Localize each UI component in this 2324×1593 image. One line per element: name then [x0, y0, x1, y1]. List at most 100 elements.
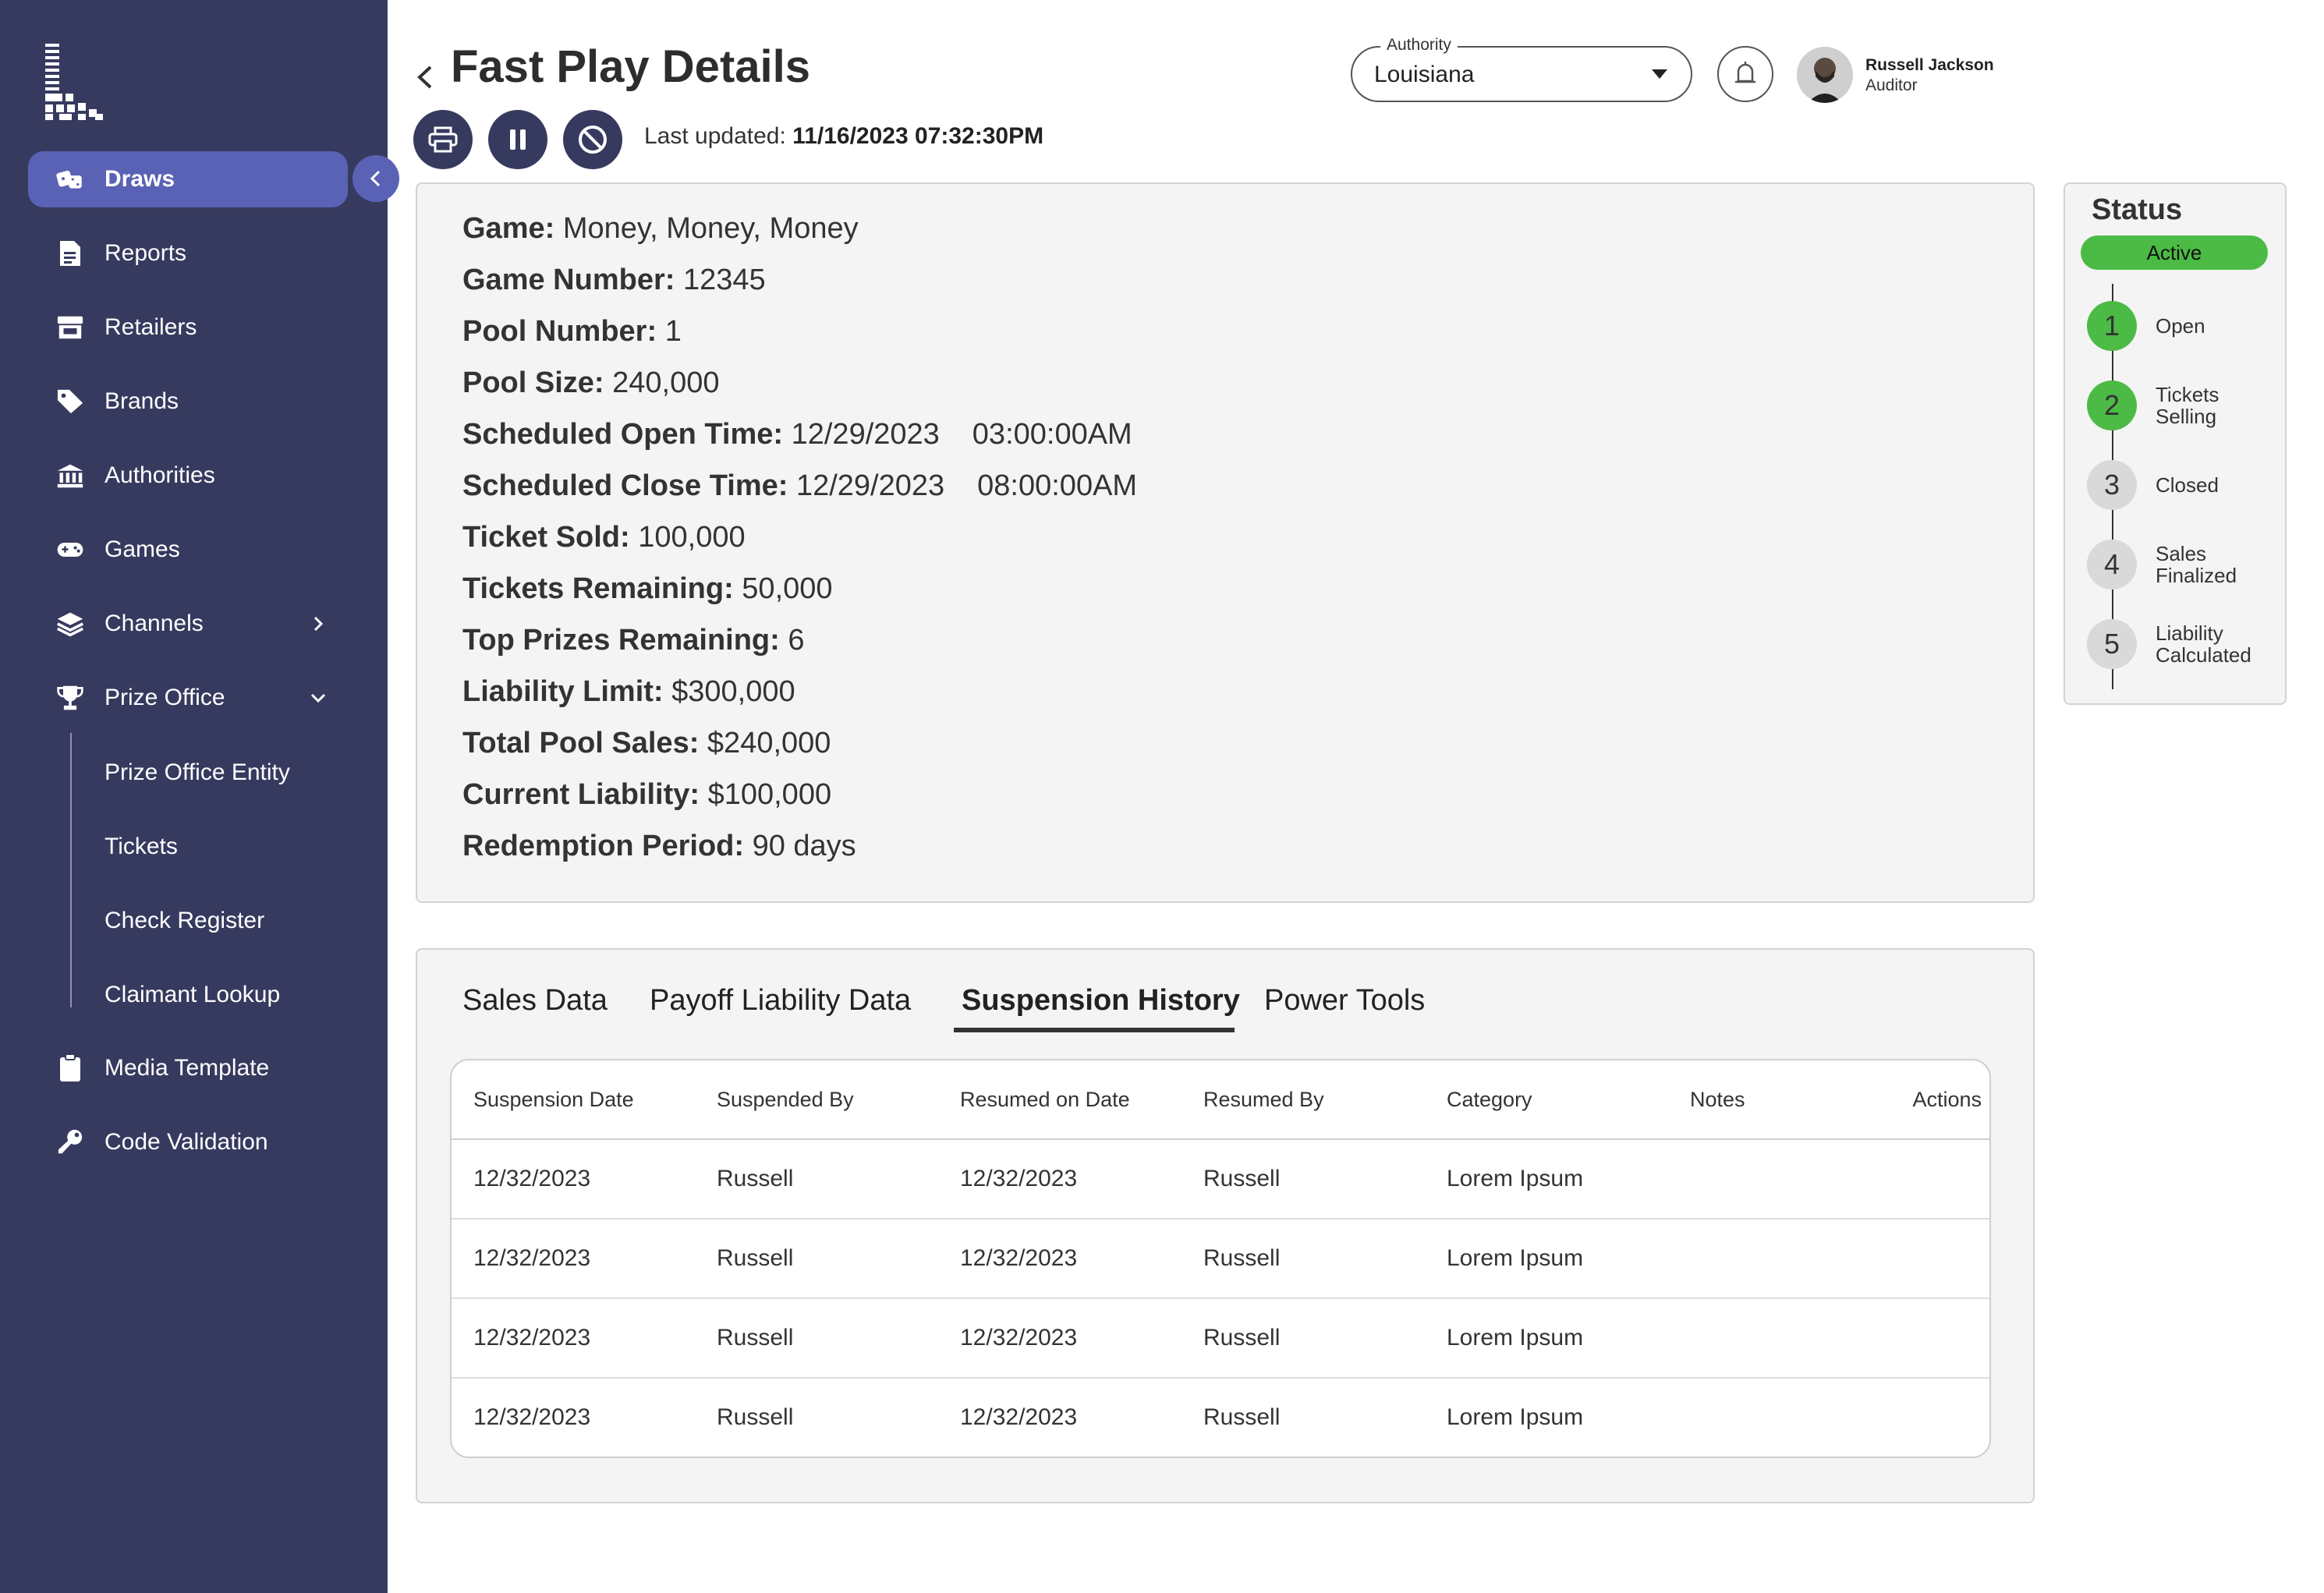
authority-legend: Authority — [1380, 36, 1458, 55]
avatar[interactable] — [1797, 47, 1853, 103]
table-cell: 12/32/2023 — [960, 1325, 1078, 1351]
tab-sales-data[interactable]: Sales Data — [462, 984, 608, 1017]
table-cell: 12/32/2023 — [473, 1166, 591, 1191]
status-step-circle: 3 — [2087, 460, 2137, 510]
nav-item-games[interactable]: Games — [28, 522, 348, 578]
nav-subitem-claimant-lookup[interactable]: Claimant Lookup — [105, 982, 281, 1007]
status-step-circle: 1 — [2087, 301, 2137, 351]
nav-item-channels[interactable]: Channels — [28, 596, 348, 652]
nav-label: Channels — [105, 611, 204, 636]
last-updated: Last updated: 11/16/2023 07:32:30PM — [644, 123, 1043, 150]
nav-subitem-prize-office-entity[interactable]: Prize Office Entity — [105, 759, 290, 785]
submenu-divider — [70, 733, 72, 1007]
table-cell: Russell — [717, 1404, 794, 1430]
nav-subitem-check-register[interactable]: Check Register — [105, 908, 265, 933]
layers-icon — [56, 610, 84, 638]
nav-item-prize-office[interactable]: Prize Office — [28, 670, 348, 726]
detail-game: Game: Money, Money, Money — [462, 212, 859, 245]
column-header: Actions — [1912, 1088, 1982, 1111]
print-button[interactable] — [413, 110, 473, 169]
detail-scheduled-close-time: Scheduled Close Time: 12/29/2023 08:00:00… — [462, 469, 1138, 502]
last-updated-label: Last updated: — [644, 123, 786, 149]
printer-icon — [428, 126, 458, 153]
dice-icon — [56, 165, 84, 193]
trophy-icon — [56, 684, 84, 712]
table-cell: Russell — [717, 1325, 794, 1351]
nav-label: Reports — [105, 240, 187, 266]
table-cell: Russell — [717, 1245, 794, 1271]
table-row[interactable]: 12/32/2023 Russell 12/32/2023 Russell Lo… — [452, 1140, 1989, 1220]
status-step-circle: 5 — [2087, 619, 2137, 669]
status-step-label: Tickets Selling — [2156, 383, 2219, 428]
sidebar: Draws Reports Retailers Brands Authoriti… — [0, 0, 399, 1593]
table-cell: 12/32/2023 — [473, 1404, 591, 1430]
nav-item-draws[interactable]: Draws — [28, 151, 348, 207]
tab-suspension-history[interactable]: Suspension History — [962, 984, 1240, 1017]
table-cell: Russell — [1203, 1245, 1281, 1271]
status-badge: Active — [2081, 235, 2268, 270]
table-cell: Lorem Ipsum — [1447, 1325, 1584, 1351]
status-step-circle: 2 — [2087, 381, 2137, 430]
status-title: Status — [2092, 193, 2183, 226]
user-role: Auditor — [1865, 76, 1918, 94]
column-header[interactable]: Resumed By — [1203, 1088, 1324, 1111]
table-cell: Lorem Ipsum — [1447, 1166, 1584, 1191]
nav-label: Authorities — [105, 462, 215, 488]
status-step-label: Open — [2156, 314, 2205, 338]
collapse-sidebar-button[interactable] — [352, 155, 399, 202]
status-panel: Status Active 1 Open 2 Tickets Selling 3… — [2064, 182, 2287, 705]
nav-item-code-validation[interactable]: Code Validation — [28, 1114, 348, 1170]
nav-item-media-template[interactable]: Media Template — [28, 1040, 348, 1096]
header-divider — [452, 1138, 1989, 1140]
cancel-button[interactable] — [563, 110, 622, 169]
status-step-circle: 4 — [2087, 540, 2137, 589]
table-cell: Russell — [1203, 1166, 1281, 1191]
authority-select[interactable]: Authority Louisiana — [1351, 36, 1692, 102]
pause-button[interactable] — [488, 110, 547, 169]
detail-current-liability: Current Liability: $100,000 — [462, 778, 832, 811]
chevron-left-icon — [370, 170, 381, 187]
nav-item-brands[interactable]: Brands — [28, 373, 348, 430]
notifications-button[interactable] — [1717, 46, 1773, 102]
status-step-label: Sales Finalized — [2156, 542, 2237, 587]
document-icon — [56, 239, 84, 267]
bell-icon — [1735, 62, 1755, 83]
nav-label: Draws — [105, 166, 175, 192]
table-row[interactable]: 12/32/2023 Russell 12/32/2023 Russell Lo… — [452, 1299, 1989, 1379]
detail-tickets-remaining: Tickets Remaining: 50,000 — [462, 572, 833, 605]
authority-value: Louisiana — [1374, 62, 1475, 87]
table-cell: Russell — [1203, 1404, 1281, 1430]
detail-redemption-period: Redemption Period: 90 days — [462, 830, 856, 862]
table-cell: 12/32/2023 — [960, 1404, 1078, 1430]
column-header[interactable]: Suspension Date — [473, 1088, 634, 1111]
column-header[interactable]: Category — [1447, 1088, 1532, 1111]
table-cell: Russell — [717, 1166, 794, 1191]
nav-label: Games — [105, 536, 180, 562]
table-cell: 12/32/2023 — [960, 1166, 1078, 1191]
table-cell: Lorem Ipsum — [1447, 1245, 1584, 1271]
page-title: Fast Play Details — [451, 41, 810, 92]
status-step-label: Liability Calculated — [2156, 621, 2251, 667]
tab-power-tools[interactable]: Power Tools — [1264, 984, 1426, 1017]
nav-label: Brands — [105, 388, 179, 414]
back-chevron-icon[interactable] — [413, 62, 437, 92]
tab-payoff-liability-data[interactable]: Payoff Liability Data — [650, 984, 912, 1017]
nav-item-authorities[interactable]: Authorities — [28, 448, 348, 504]
detail-total-pool-sales: Total Pool Sales: $240,000 — [462, 727, 831, 759]
prohibited-icon — [579, 126, 607, 154]
nav-subitem-tickets[interactable]: Tickets — [105, 834, 178, 859]
nav-item-retailers[interactable]: Retailers — [28, 299, 348, 356]
active-tab-indicator — [954, 1028, 1235, 1032]
chevron-down-icon — [310, 693, 326, 703]
table-row[interactable]: 12/32/2023 Russell 12/32/2023 Russell Lo… — [452, 1220, 1989, 1299]
last-updated-time: 07:32:30PM — [915, 123, 1044, 149]
nav-item-reports[interactable]: Reports — [28, 225, 348, 281]
column-header[interactable]: Resumed on Date — [960, 1088, 1130, 1111]
table-cell: 12/32/2023 — [473, 1325, 591, 1351]
suspension-history-table: Suspension Date Suspended By Resumed on … — [450, 1059, 1991, 1458]
column-header[interactable]: Notes — [1690, 1088, 1745, 1111]
nav-label: Prize Office — [105, 685, 225, 710]
column-header[interactable]: Suspended By — [717, 1088, 854, 1111]
detail-liability-limit: Liability Limit: $300,000 — [462, 675, 795, 708]
table-row[interactable]: 12/32/2023 Russell 12/32/2023 Russell Lo… — [452, 1379, 1989, 1457]
